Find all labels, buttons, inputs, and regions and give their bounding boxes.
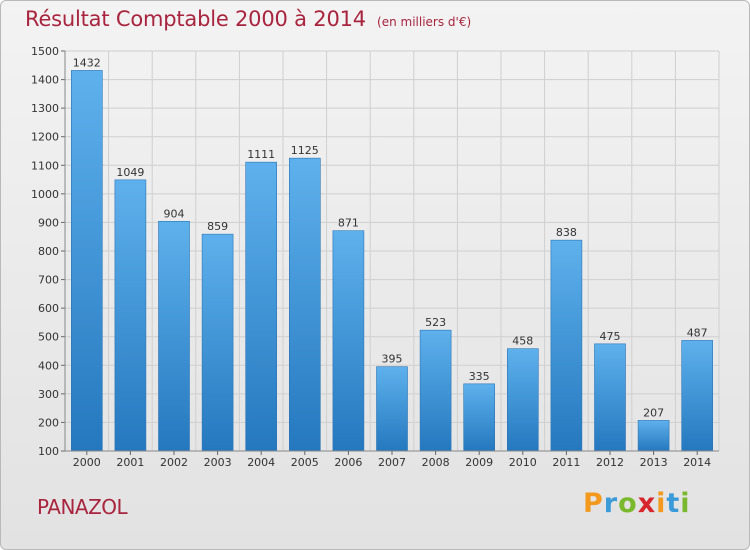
y-tick-label: 200 — [38, 416, 59, 429]
bar — [594, 343, 626, 452]
logo-letter: i — [680, 488, 691, 519]
x-tick-label: 2002 — [160, 456, 188, 469]
y-axis: 100 200 300 400 500 600 700 800 900 1000 1100 1200 1… — [31, 45, 66, 458]
bar-value-label: 1049 — [116, 166, 144, 179]
bar-value-label: 904 — [164, 207, 185, 220]
y-tick-label: 1000 — [31, 188, 59, 201]
y-tick-label: 400 — [38, 359, 59, 372]
x-tick-label: 2013 — [640, 456, 668, 469]
x-tick-label: 2014 — [683, 456, 711, 469]
x-tick-label: 2005 — [291, 456, 319, 469]
y-tick-label: 800 — [38, 245, 59, 258]
bar-value-label: 207 — [643, 406, 664, 419]
bar-value-label: 838 — [556, 226, 577, 239]
logo-letter: P — [583, 488, 604, 519]
x-axis: 2000 2001 2002 2003 2004 2005 2006 2007 2008 2009… — [65, 450, 719, 469]
bar — [681, 340, 714, 452]
bar — [463, 383, 496, 452]
y-tick-label: 600 — [38, 302, 59, 315]
bar-value-label: 1432 — [73, 56, 101, 69]
x-tick-label: 2008 — [422, 456, 450, 469]
bar-value-label: 1111 — [247, 148, 275, 161]
bar-value-label: 335 — [469, 370, 490, 383]
x-tick-label: 2009 — [465, 456, 493, 469]
y-tick-label: 1500 — [31, 45, 59, 58]
logo-letter: r — [603, 488, 619, 519]
x-tick-label: 2010 — [509, 456, 537, 469]
bar — [158, 220, 190, 452]
logo-letter: o — [618, 488, 638, 519]
bar — [201, 233, 234, 452]
y-tick-label: 1300 — [31, 102, 59, 115]
y-tick-label: 700 — [38, 274, 59, 287]
bar-value-label: 523 — [425, 316, 446, 329]
bar-value-label: 395 — [382, 353, 403, 366]
logo-letter: x — [637, 488, 657, 519]
logo-letter: t — [666, 488, 681, 519]
x-tick-label: 2007 — [378, 456, 406, 469]
y-tick-label: 1200 — [31, 131, 59, 144]
bar — [376, 366, 408, 452]
bar-value-label: 859 — [207, 220, 228, 233]
x-tick-label: 2012 — [596, 456, 624, 469]
y-tick-label: 100 — [38, 445, 59, 458]
bar — [506, 348, 539, 452]
y-tick-label: 300 — [38, 388, 59, 401]
bar — [288, 157, 321, 452]
bars: 1432 1049 904 859 1111 1125 871 395 523 335 458 838… — [71, 56, 714, 452]
proxiti-logo: Proxiti — [583, 488, 691, 519]
chart-subtitle: (en milliers d'€) — [377, 15, 472, 29]
bar-value-label: 475 — [600, 330, 621, 343]
y-tick-label: 1400 — [31, 74, 59, 87]
title-row: Résultat Comptable 2000 à 2014 (en milli… — [25, 7, 471, 31]
x-tick-label: 2003 — [204, 456, 232, 469]
x-tick-label: 2001 — [116, 456, 144, 469]
bar-value-label: 871 — [338, 217, 359, 230]
bar — [245, 161, 277, 452]
chart-title: Résultat Comptable 2000 à 2014 — [25, 7, 366, 31]
bar — [332, 230, 365, 452]
y-tick-label: 900 — [38, 216, 59, 229]
y-tick-label: 500 — [38, 331, 59, 344]
x-tick-label: 2004 — [247, 456, 275, 469]
logo-letter: i — [656, 488, 667, 519]
bar-value-label: 458 — [512, 335, 533, 348]
x-tick-label: 2000 — [73, 456, 101, 469]
bar — [550, 239, 583, 452]
bar-value-label: 1125 — [291, 144, 319, 157]
y-tick-label: 1100 — [31, 159, 59, 172]
bar — [419, 329, 452, 452]
bar-value-label: 487 — [687, 326, 708, 339]
bar — [114, 179, 147, 452]
bar — [637, 420, 670, 452]
bar — [71, 70, 103, 452]
x-tick-label: 2011 — [552, 456, 580, 469]
commune-name: PANAZOL — [37, 495, 128, 519]
x-tick-label: 2006 — [334, 456, 362, 469]
